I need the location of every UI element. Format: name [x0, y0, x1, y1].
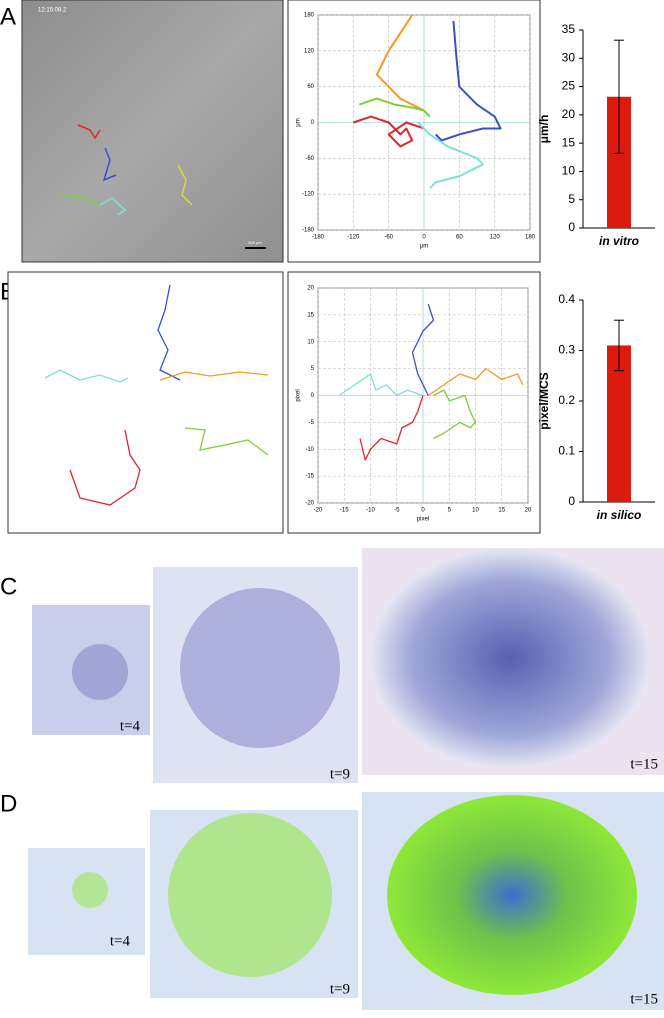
micrograph — [21, 0, 284, 263]
x-tick-label: in vitro — [599, 234, 639, 248]
time-label: t=15 — [630, 756, 658, 772]
y-tick-label: 35 — [562, 22, 576, 36]
y-axis-label: pixel — [296, 389, 302, 401]
y-tick-label: 0.3 — [558, 343, 575, 357]
track-line — [427, 367, 524, 397]
chart-frame — [287, 0, 541, 263]
y-tick-label: 20 — [562, 107, 576, 121]
chart-frame — [287, 271, 541, 534]
time-label: t=9 — [330, 981, 350, 997]
y-tick-label: 0 — [311, 393, 315, 399]
x-tick-label: -120 — [347, 235, 360, 241]
track-line — [353, 115, 425, 148]
cell-cluster — [168, 813, 332, 977]
track — [177, 164, 193, 206]
stain-image — [153, 567, 358, 783]
y-tick-label: -5 — [309, 420, 315, 426]
bar — [607, 345, 631, 502]
track-line — [358, 97, 431, 118]
y-tick-label: 30 — [562, 50, 576, 64]
y-axis-label: μm/h — [537, 115, 551, 144]
x-axis-label: pixel — [417, 517, 429, 523]
track — [99, 197, 127, 216]
time-label: t=4 — [110, 933, 131, 949]
panel-label: C — [0, 573, 17, 600]
scale-bar-label: 500 μm — [248, 240, 262, 245]
time-label: t=9 — [330, 766, 350, 782]
track — [184, 427, 269, 456]
track — [44, 369, 129, 383]
y-tick-label: 60 — [307, 84, 314, 90]
y-tick-label: 10 — [307, 339, 314, 345]
time-label: t=4 — [120, 718, 141, 734]
y-tick-label: -120 — [302, 192, 315, 198]
cell-cluster — [370, 548, 650, 768]
x-tick-label: -5 — [394, 508, 400, 514]
y-tick-label: 20 — [307, 286, 314, 292]
stain-image — [32, 605, 150, 735]
x-tick-label: 120 — [490, 235, 501, 241]
x-tick-label: 10 — [472, 508, 479, 514]
track — [77, 124, 101, 140]
track-line — [435, 20, 502, 142]
time-label: t=15 — [630, 991, 658, 1007]
y-axis-label: μm — [296, 118, 302, 126]
simulation-tracks — [7, 271, 284, 534]
x-tick-label: in silico — [597, 508, 642, 522]
y-axis-label: pixel/MCS — [537, 372, 551, 429]
y-tick-label: 15 — [562, 135, 576, 149]
track-line — [375, 14, 425, 112]
x-tick-label: -60 — [384, 235, 393, 241]
y-tick-label: 15 — [307, 312, 314, 318]
track — [159, 371, 269, 381]
y-tick-label: 0.4 — [558, 292, 575, 306]
track — [102, 147, 117, 182]
x-tick-label: -10 — [366, 508, 375, 514]
y-tick-label: 0.2 — [558, 393, 575, 407]
y-tick-label: 0.1 — [558, 444, 575, 458]
x-tick-label: 5 — [448, 508, 452, 514]
cell-cluster — [180, 588, 340, 748]
track — [157, 284, 181, 381]
track-line — [417, 121, 484, 189]
y-tick-label: 0 — [568, 220, 575, 234]
y-tick-label: -10 — [305, 447, 314, 453]
track-line — [411, 303, 435, 396]
y-tick-label: 5 — [311, 366, 315, 372]
y-tick-label: 5 — [568, 192, 575, 206]
y-tick-label: 0 — [568, 494, 575, 508]
x-tick-label: 0 — [421, 508, 425, 514]
y-tick-label: -15 — [305, 474, 314, 480]
track — [69, 429, 141, 506]
x-tick-label: 0 — [422, 235, 426, 241]
timestamp: 12:15:08.2 — [38, 8, 67, 14]
cell-cluster — [72, 872, 108, 908]
panel-label: D — [0, 790, 17, 817]
cell-cluster — [387, 795, 637, 995]
x-tick-label: 15 — [498, 508, 505, 514]
track-line — [359, 395, 424, 461]
x-axis-label: μm — [420, 244, 428, 250]
cell-cluster — [72, 644, 128, 700]
track — [59, 194, 101, 206]
track-line — [433, 389, 477, 440]
y-tick-label: 25 — [562, 79, 576, 93]
y-tick-label: -180 — [302, 228, 315, 234]
x-tick-label: 60 — [456, 235, 463, 241]
y-tick-label: 120 — [304, 48, 315, 54]
x-tick-label: 20 — [525, 508, 532, 514]
panel-label: A — [0, 3, 16, 30]
x-tick-label: 180 — [525, 235, 536, 241]
y-tick-label: 0 — [311, 120, 315, 126]
x-tick-label: -180 — [312, 235, 325, 241]
y-tick-label: -60 — [305, 156, 314, 162]
track-line — [338, 373, 424, 397]
y-tick-label: -20 — [305, 501, 314, 507]
y-tick-label: 10 — [562, 164, 576, 178]
x-tick-label: -15 — [340, 508, 349, 514]
x-tick-label: -20 — [314, 508, 323, 514]
y-tick-label: 180 — [304, 13, 315, 19]
